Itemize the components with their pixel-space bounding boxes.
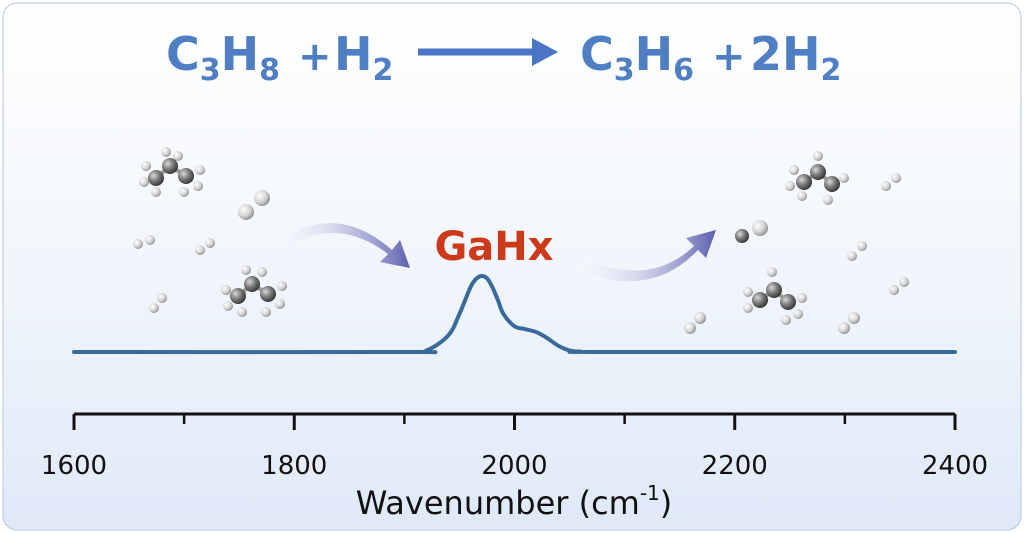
- product-propene: C3H6: [580, 27, 694, 88]
- plus-sign-2: +: [712, 34, 746, 80]
- hydrogen-molecule-icon: [735, 220, 768, 243]
- propene-molecule-icon: [743, 267, 807, 325]
- curved-arrow-right: [580, 230, 716, 282]
- reactant-propane: C3H8: [166, 27, 280, 88]
- propane-molecule-icon: [221, 265, 287, 317]
- x-axis-label: Wavenumber (cm-1): [356, 481, 673, 522]
- hydrogen-molecule-icon: [889, 277, 909, 295]
- plus-sign-1: +: [298, 34, 332, 80]
- hydrogen-molecule-icon: [133, 235, 155, 249]
- tick-label: 1800: [261, 451, 327, 481]
- hydrogen-molecule-icon: [684, 312, 706, 334]
- hydrogen-molecule-icon: [881, 173, 901, 191]
- hydrogen-molecule-icon: [847, 241, 867, 261]
- molecules-left: [133, 147, 287, 317]
- reaction-equation: C3H8 + H2 C3H6 + 2H2: [166, 27, 841, 88]
- ir-spectrum-chart: 1600 1800 2000 2200 2400 Wavenumber (cm-1): [41, 273, 988, 522]
- hydrogen-molecule-icon: [238, 190, 270, 220]
- hydrogen-molecule-icon: [149, 293, 167, 313]
- gahx-label: GaHx: [434, 224, 553, 270]
- spectrum-line: [72, 273, 957, 355]
- hydrogen-molecule-icon: [838, 312, 860, 334]
- tick-label: 2200: [702, 451, 768, 481]
- reaction-arrow: [418, 38, 558, 66]
- tick-label: 2400: [922, 451, 988, 481]
- molecules-right: [684, 151, 909, 334]
- propane-molecule-icon: [139, 147, 205, 197]
- hydrogen-molecule-icon: [195, 238, 215, 255]
- tick-label: 2000: [481, 451, 547, 481]
- propene-molecule-icon: [785, 151, 849, 205]
- reactant-hydrogen: H2: [334, 27, 393, 88]
- tick-label: 1600: [41, 451, 107, 481]
- curved-arrow-left: [276, 223, 410, 268]
- x-axis-ticks: 1600 1800 2000 2200 2400: [41, 414, 988, 481]
- product-hydrogen: 2H2: [750, 27, 841, 88]
